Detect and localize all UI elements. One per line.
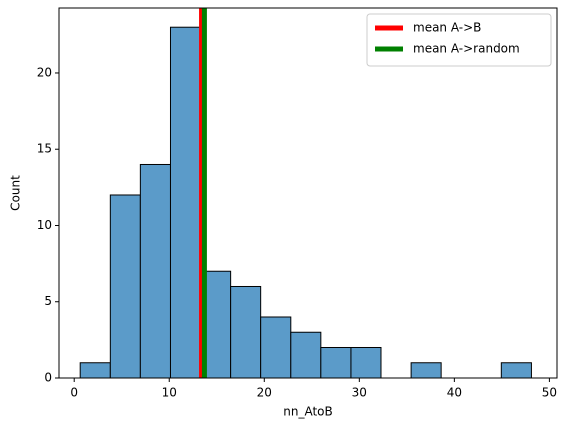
bar (290, 331, 322, 379)
bar (79, 362, 111, 379)
bar (320, 346, 352, 379)
bar (410, 362, 442, 379)
y-tick-label: 20 (37, 65, 52, 79)
axes-frame (58, 7, 558, 379)
x-axis-label: nn_AtoB (283, 405, 333, 419)
y-axis-label: Count (9, 175, 23, 211)
x-tick-label: 0 (70, 386, 78, 400)
y-tick-label: 10 (37, 218, 52, 232)
x-tick-label: 30 (352, 386, 367, 400)
y-tick-label: 5 (44, 294, 52, 308)
legend-label: mean A->random (413, 42, 520, 56)
x-tick-label: 20 (257, 386, 272, 400)
bar (139, 163, 171, 379)
bar (169, 26, 202, 379)
x-tick-label: 10 (162, 386, 177, 400)
x-tick-label: 40 (447, 386, 462, 400)
bar (260, 316, 292, 379)
y-tick-label: 0 (44, 371, 52, 385)
legend-label: mean A->B (413, 21, 481, 35)
bar (500, 362, 532, 379)
bar (350, 346, 382, 379)
bar (230, 285, 262, 379)
y-tick-label: 15 (37, 142, 52, 156)
legend-box (366, 13, 552, 67)
bar (109, 194, 141, 379)
x-tick-label: 50 (542, 386, 557, 400)
